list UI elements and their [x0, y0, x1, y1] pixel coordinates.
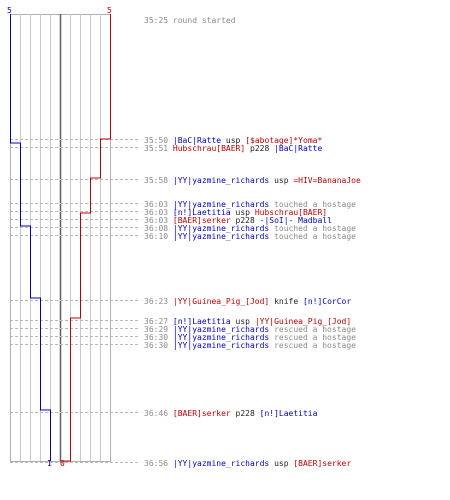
event-row: 36:30 |YY|yazmine_richards rescued a hos…	[144, 333, 356, 343]
event-row: 36:03 [BAER]serker p228 -|SoI|- Madball	[144, 216, 332, 226]
event-actor: |YY|yazmine_richards	[172, 232, 270, 241]
event-action: round started	[172, 16, 236, 25]
event-row: 36:03 [n!]Laetitia usp Hubschrau[BAER]	[144, 208, 327, 218]
event-row: 35:51 Hubschrau[BAER] p228 |BaC|Ratte	[144, 144, 322, 154]
event-action: usp	[235, 317, 250, 326]
blue-start-count: 5	[7, 6, 12, 15]
event-actor: Hubschrau[BAER]	[172, 144, 246, 153]
event-action: rescued a hostage	[274, 341, 356, 350]
event-row: 36:56 |YY|yazmine_richards usp [BAER]ser…	[144, 459, 351, 469]
event-target: [n!]Laetitia	[259, 409, 318, 418]
event-row: 36:29 |YY|yazmine_richards rescued a hos…	[144, 325, 356, 335]
blue-end-count: 1	[47, 459, 52, 468]
event-actor: |YY|Guinea_Pig_[Jod]	[172, 297, 270, 306]
event-actor: |YY|yazmine_richards	[172, 224, 270, 233]
event-actor: |YY|yazmine_richards	[172, 176, 270, 185]
event-action: usp	[235, 208, 250, 217]
event-time: 36:56	[144, 459, 169, 468]
event-target: Hubschrau[BAER]	[254, 208, 328, 217]
event-time: 35:58	[144, 176, 169, 185]
event-actor: [BAER]serker	[172, 409, 231, 418]
event-actor: [BAER]serker	[172, 216, 231, 225]
event-target: |BaC|Ratte	[274, 144, 323, 153]
event-target: |YY|Guinea_Pig_[Jod]	[254, 317, 352, 326]
event-time: 35:51	[144, 144, 169, 153]
event-actor: [n!]Laetitia	[172, 208, 231, 217]
event-actor: |YY|yazmine_richards	[172, 325, 270, 334]
event-time: 36:23	[144, 297, 169, 306]
event-actor: |YY|yazmine_richards	[172, 459, 270, 468]
event-action: touched a hostage	[274, 224, 356, 233]
event-action: p228	[235, 409, 255, 418]
event-actor: [n!]Laetitia	[172, 317, 231, 326]
event-actor: |YY|yazmine_richards	[172, 200, 270, 209]
event-action: knife	[274, 297, 299, 306]
event-time: 36:03	[144, 216, 169, 225]
event-action: usp	[225, 136, 241, 145]
event-row: 36:10 |YY|yazmine_richards touched a hos…	[144, 232, 356, 242]
event-row: 35:25 round started	[144, 16, 236, 26]
event-row: 36:08 |YY|yazmine_richards touched a hos…	[144, 224, 356, 234]
event-action: rescued a hostage	[274, 325, 356, 334]
red-start-count: 5	[107, 6, 112, 15]
event-row: 36:03 |YY|yazmine_richards touched a hos…	[144, 200, 356, 210]
blue-team-alive-line	[10, 14, 51, 461]
event-actor: |YY|yazmine_richards	[172, 333, 270, 342]
event-actor: |BaC|Ratte	[172, 136, 222, 145]
event-time: 36:30	[144, 341, 169, 350]
event-time: 35:50	[144, 136, 169, 145]
event-action: p228	[235, 216, 255, 225]
event-action: usp	[274, 176, 289, 185]
event-time: 36:29	[144, 325, 169, 334]
event-row: 36:23 |YY|Guinea_Pig_[Jod] knife [n!]Cor…	[144, 297, 351, 307]
event-target: -|SoI|- Madball	[259, 216, 332, 225]
event-target: [BAER]serker	[293, 459, 352, 468]
event-target: =HIV=BananaJoe	[293, 176, 361, 185]
event-time: 36:03	[144, 200, 169, 209]
event-row: 36:27 [n!]Laetitia usp |YY|Guinea_Pig_[J…	[144, 317, 351, 327]
event-row: 35:50 |BaC|Ratte usp [$abotage]*Yoma*	[144, 136, 322, 146]
event-target: [$abotage]*Yoma*	[245, 136, 323, 145]
event-time: 36:30	[144, 333, 169, 342]
event-row: 35:58 |YY|yazmine_richards usp =HIV=Bana…	[144, 176, 361, 186]
event-action: p228	[250, 144, 270, 153]
event-time: 35:25	[144, 16, 169, 25]
red-team-alive-line	[60, 14, 111, 462]
event-time: 36:27	[144, 317, 169, 326]
event-action: touched a hostage	[274, 200, 356, 209]
event-action: usp	[274, 459, 289, 468]
event-actor: |YY|yazmine_richards	[172, 341, 270, 350]
event-target: [n!]CorCor	[303, 297, 352, 306]
red-end-count: 0	[60, 459, 65, 468]
event-time: 36:08	[144, 224, 169, 233]
event-time: 36:03	[144, 208, 169, 217]
event-time: 36:10	[144, 232, 169, 241]
event-action: touched a hostage	[274, 232, 356, 241]
event-time: 36:46	[144, 409, 169, 418]
event-row: 36:46 [BAER]serker p228 [n!]Laetitia	[144, 409, 317, 419]
event-row: 36:30 |YY|yazmine_richards rescued a hos…	[144, 341, 356, 351]
event-action: rescued a hostage	[274, 333, 356, 342]
